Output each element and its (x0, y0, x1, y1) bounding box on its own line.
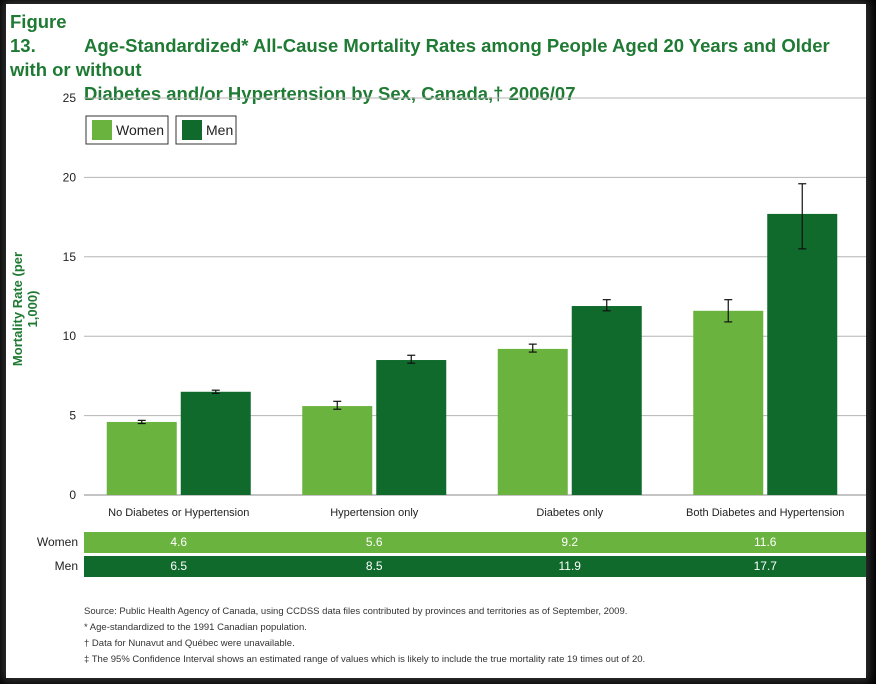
note-source: Source: Public Health Agency of Canada, … (84, 606, 628, 617)
figure-title: Figure 13. Age-Standardized* All-Cause Mo… (10, 10, 860, 106)
note-age-standardized: * Age-standardized to the 1991 Canadian … (84, 622, 307, 633)
table-cell: 11.6 (754, 535, 777, 549)
x-tick-label: Diabetes only (536, 507, 603, 519)
table-row-label-women: Women (36, 535, 78, 549)
note-confidence-interval: ‡ The 95% Confidence Interval shows an e… (84, 654, 646, 665)
y-tick-label: 5 (69, 409, 76, 423)
y-tick-label: 10 (63, 329, 77, 343)
bar (767, 213, 838, 495)
x-tick-label: No Diabetes or Hypertension (108, 507, 249, 519)
table-cell: 8.5 (365, 559, 383, 573)
bar (693, 310, 764, 495)
bar (376, 360, 447, 495)
table-cell: 9.2 (561, 535, 579, 549)
bar (106, 421, 177, 495)
bar-chart: 0 5 10 15 20 25 No Diabetes or Hypertension Hyp… (63, 91, 866, 519)
title-line-2: Diabetes and/or Hypertension by Sex, Can… (84, 83, 576, 104)
x-tick-label: Both Diabetes and Hypertension (686, 507, 844, 519)
figure-label: Figure 13. (10, 11, 67, 56)
table-cell: 4.6 (170, 535, 188, 549)
legend-label: Men (206, 122, 233, 138)
table-cell: 11.9 (558, 559, 581, 573)
legend-swatch (182, 120, 202, 140)
footnotes: Source: Public Health Agency of Canada, … (84, 604, 864, 668)
bar (180, 391, 251, 495)
table-cell: 5.6 (365, 535, 383, 549)
title-line-1: Age-Standardized* All-Cause Mortality Ra… (10, 35, 830, 80)
y-tick-label: 20 (63, 170, 77, 184)
y-tick-label: 25 (63, 91, 77, 105)
y-tick-label: 0 (69, 488, 76, 502)
bar (571, 306, 642, 495)
table-row-men: 6.5 8.5 11.9 17.7 (84, 556, 866, 577)
bar (302, 406, 373, 495)
note-data-unavailable: † Data for Nunavut and Québec were unava… (84, 638, 295, 649)
x-tick-label: Hypertension only (330, 507, 419, 519)
table-cell: 17.7 (753, 559, 777, 573)
bar (497, 348, 568, 495)
table-row-label-men: Men (54, 559, 78, 573)
table-cell: 6.5 (170, 559, 188, 573)
legend-swatch (92, 120, 112, 140)
figure-frame: Figure 13. Age-Standardized* All-Cause Mo… (6, 4, 866, 678)
legend-label: Women (116, 122, 164, 138)
y-tick-label: 15 (63, 250, 77, 264)
table-row-women: 4.6 5.6 9.2 11.6 (84, 532, 866, 553)
